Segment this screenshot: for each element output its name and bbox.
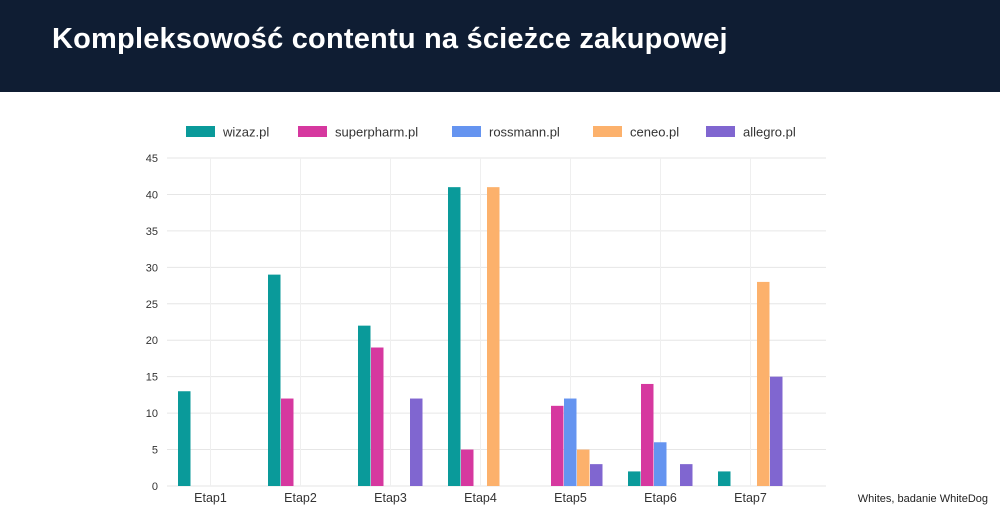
page-title: Kompleksowość contentu na ścieżce zakupo… <box>52 23 728 55</box>
x-tick-label: Etap5 <box>554 491 587 505</box>
x-axis: Etap1 Etap2 Etap3 Etap4 Etap5 Etap6 Etap7 <box>194 491 767 505</box>
y-axis: 0 5 10 15 20 25 30 35 40 45 <box>146 153 158 493</box>
x-tick-label: Etap1 <box>194 491 227 505</box>
bar-wizaz-pl-etap2 <box>268 274 281 486</box>
x-tick-label: Etap7 <box>734 491 767 505</box>
bar-wizaz-pl-etap1 <box>178 391 191 486</box>
y-tick-label: 35 <box>146 226 158 238</box>
y-tick-label: 5 <box>152 445 158 457</box>
bar-superpharm-pl-etap3 <box>371 347 384 486</box>
y-tick-label: 15 <box>146 372 158 384</box>
bar-allegro-pl-etap6 <box>680 464 693 486</box>
legend-swatch <box>186 126 215 137</box>
bar-allegro-pl-etap7 <box>770 376 783 486</box>
bar-ceneo-pl-etap5 <box>577 449 590 486</box>
legend-swatch <box>298 126 327 137</box>
y-tick-label: 10 <box>146 408 158 420</box>
y-tick-label: 25 <box>146 299 158 311</box>
x-tick-label: Etap6 <box>644 491 677 505</box>
bar-wizaz-pl-etap4 <box>448 187 461 486</box>
bar-superpharm-pl-etap4 <box>461 449 474 486</box>
legend-label: allegro.pl <box>743 125 796 140</box>
bar-superpharm-pl-etap5 <box>551 405 564 486</box>
bar-allegro-pl-etap5 <box>590 464 603 486</box>
bar-superpharm-pl-etap6 <box>641 383 654 486</box>
bar-wizaz-pl-etap3 <box>358 325 371 486</box>
bar-ceneo-pl-etap4 <box>487 187 500 486</box>
bar-allegro-pl-etap3 <box>410 398 423 486</box>
bar-rossmann-pl-etap5 <box>564 398 577 486</box>
x-tick-label: Etap4 <box>464 491 497 505</box>
y-tick-label: 45 <box>146 153 158 165</box>
bar-rossmann-pl-etap6 <box>654 442 667 486</box>
y-tick-label: 0 <box>152 481 158 493</box>
bar-superpharm-pl-etap2 <box>281 398 294 486</box>
chart-bars <box>178 187 783 486</box>
legend-swatch <box>452 126 481 137</box>
source-note: Whites, badanie WhiteDog <box>857 493 988 505</box>
legend-label: wizaz.pl <box>222 125 269 140</box>
bar-ceneo-pl-etap7 <box>757 281 770 486</box>
bar-wizaz-pl-etap7 <box>718 471 731 486</box>
legend-label: superpharm.pl <box>335 125 418 140</box>
bar-chart: wizaz.pl superpharm.pl rossmann.pl ceneo.pl… <box>146 125 826 505</box>
y-tick-label: 40 <box>146 189 158 201</box>
legend-label: ceneo.pl <box>630 125 679 140</box>
legend-label: rossmann.pl <box>489 125 560 140</box>
header-bar: Kompleksowość contentu na ścieżce zakupo… <box>0 0 1000 92</box>
y-tick-label: 20 <box>146 335 158 347</box>
bar-wizaz-pl-etap6 <box>628 471 641 486</box>
x-tick-label: Etap2 <box>284 491 317 505</box>
chart-legend: wizaz.pl superpharm.pl rossmann.pl ceneo.pl… <box>186 125 796 140</box>
legend-swatch <box>706 126 735 137</box>
legend-swatch <box>593 126 622 137</box>
y-tick-label: 30 <box>146 262 158 274</box>
x-tick-label: Etap3 <box>374 491 407 505</box>
